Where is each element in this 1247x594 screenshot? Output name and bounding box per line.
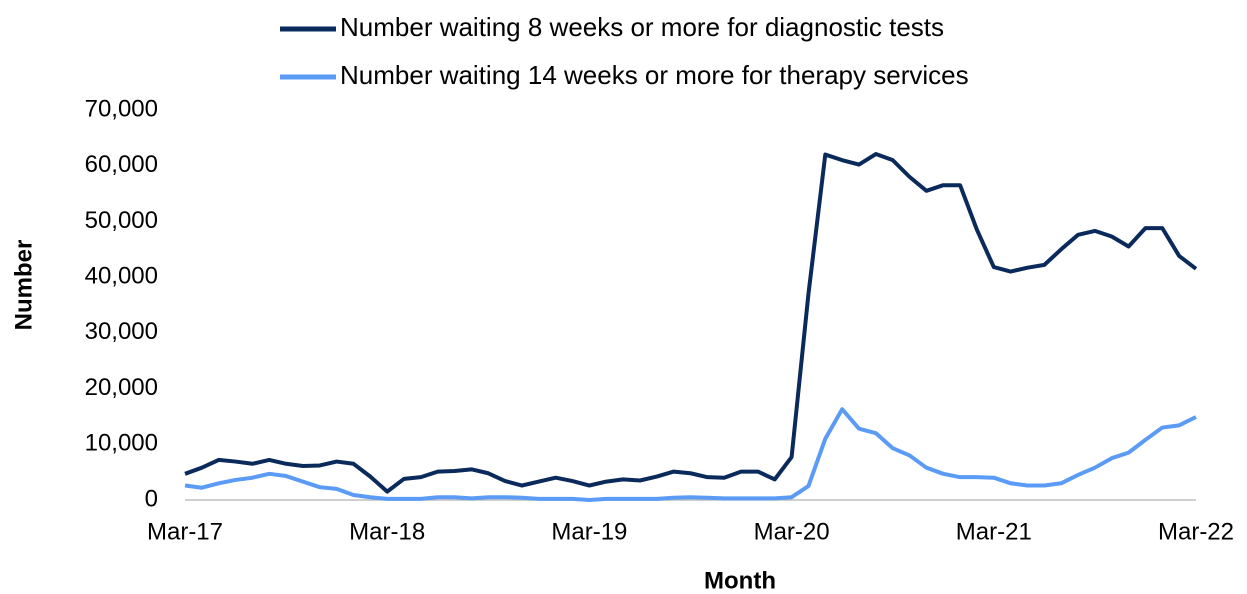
x-tick-label: Mar-19	[551, 518, 627, 545]
x-tick-label: Mar-17	[147, 518, 223, 545]
y-tick-label: 20,000	[85, 374, 158, 401]
legend-label: Number waiting 8 weeks or more for diagn…	[340, 12, 944, 42]
y-tick-label: 50,000	[85, 207, 158, 234]
y-tick-label: 30,000	[85, 318, 158, 345]
y-tick-label: 10,000	[85, 430, 158, 457]
y-tick-label: 60,000	[85, 151, 158, 178]
x-tick-label: Mar-21	[956, 518, 1032, 545]
x-tick-label: Mar-18	[349, 518, 425, 545]
y-tick-label: 0	[145, 485, 158, 512]
x-tick-label: Mar-20	[754, 518, 830, 545]
x-tick-label: Mar-22	[1158, 518, 1234, 545]
series-line	[184, 407, 1197, 502]
y-tick-label: 70,000	[85, 95, 158, 122]
y-tick-label: 40,000	[85, 262, 158, 289]
legend-label: Number waiting 14 weeks or more for ther…	[340, 60, 969, 90]
y-axis-title: Number	[10, 240, 37, 331]
series-line	[184, 152, 1198, 494]
x-axis-title: Month	[704, 567, 776, 594]
